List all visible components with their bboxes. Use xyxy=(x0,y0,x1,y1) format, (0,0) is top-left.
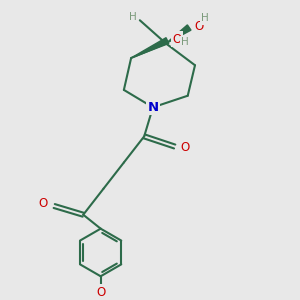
Polygon shape xyxy=(166,25,191,44)
Text: O: O xyxy=(172,33,182,46)
Text: N: N xyxy=(147,101,158,114)
Text: O: O xyxy=(39,197,48,210)
Text: O: O xyxy=(180,141,189,154)
Text: O: O xyxy=(96,286,105,299)
Text: H: H xyxy=(201,13,209,23)
Polygon shape xyxy=(131,38,169,58)
Text: H: H xyxy=(181,37,189,47)
Text: H: H xyxy=(129,12,136,22)
Text: O: O xyxy=(194,20,204,33)
